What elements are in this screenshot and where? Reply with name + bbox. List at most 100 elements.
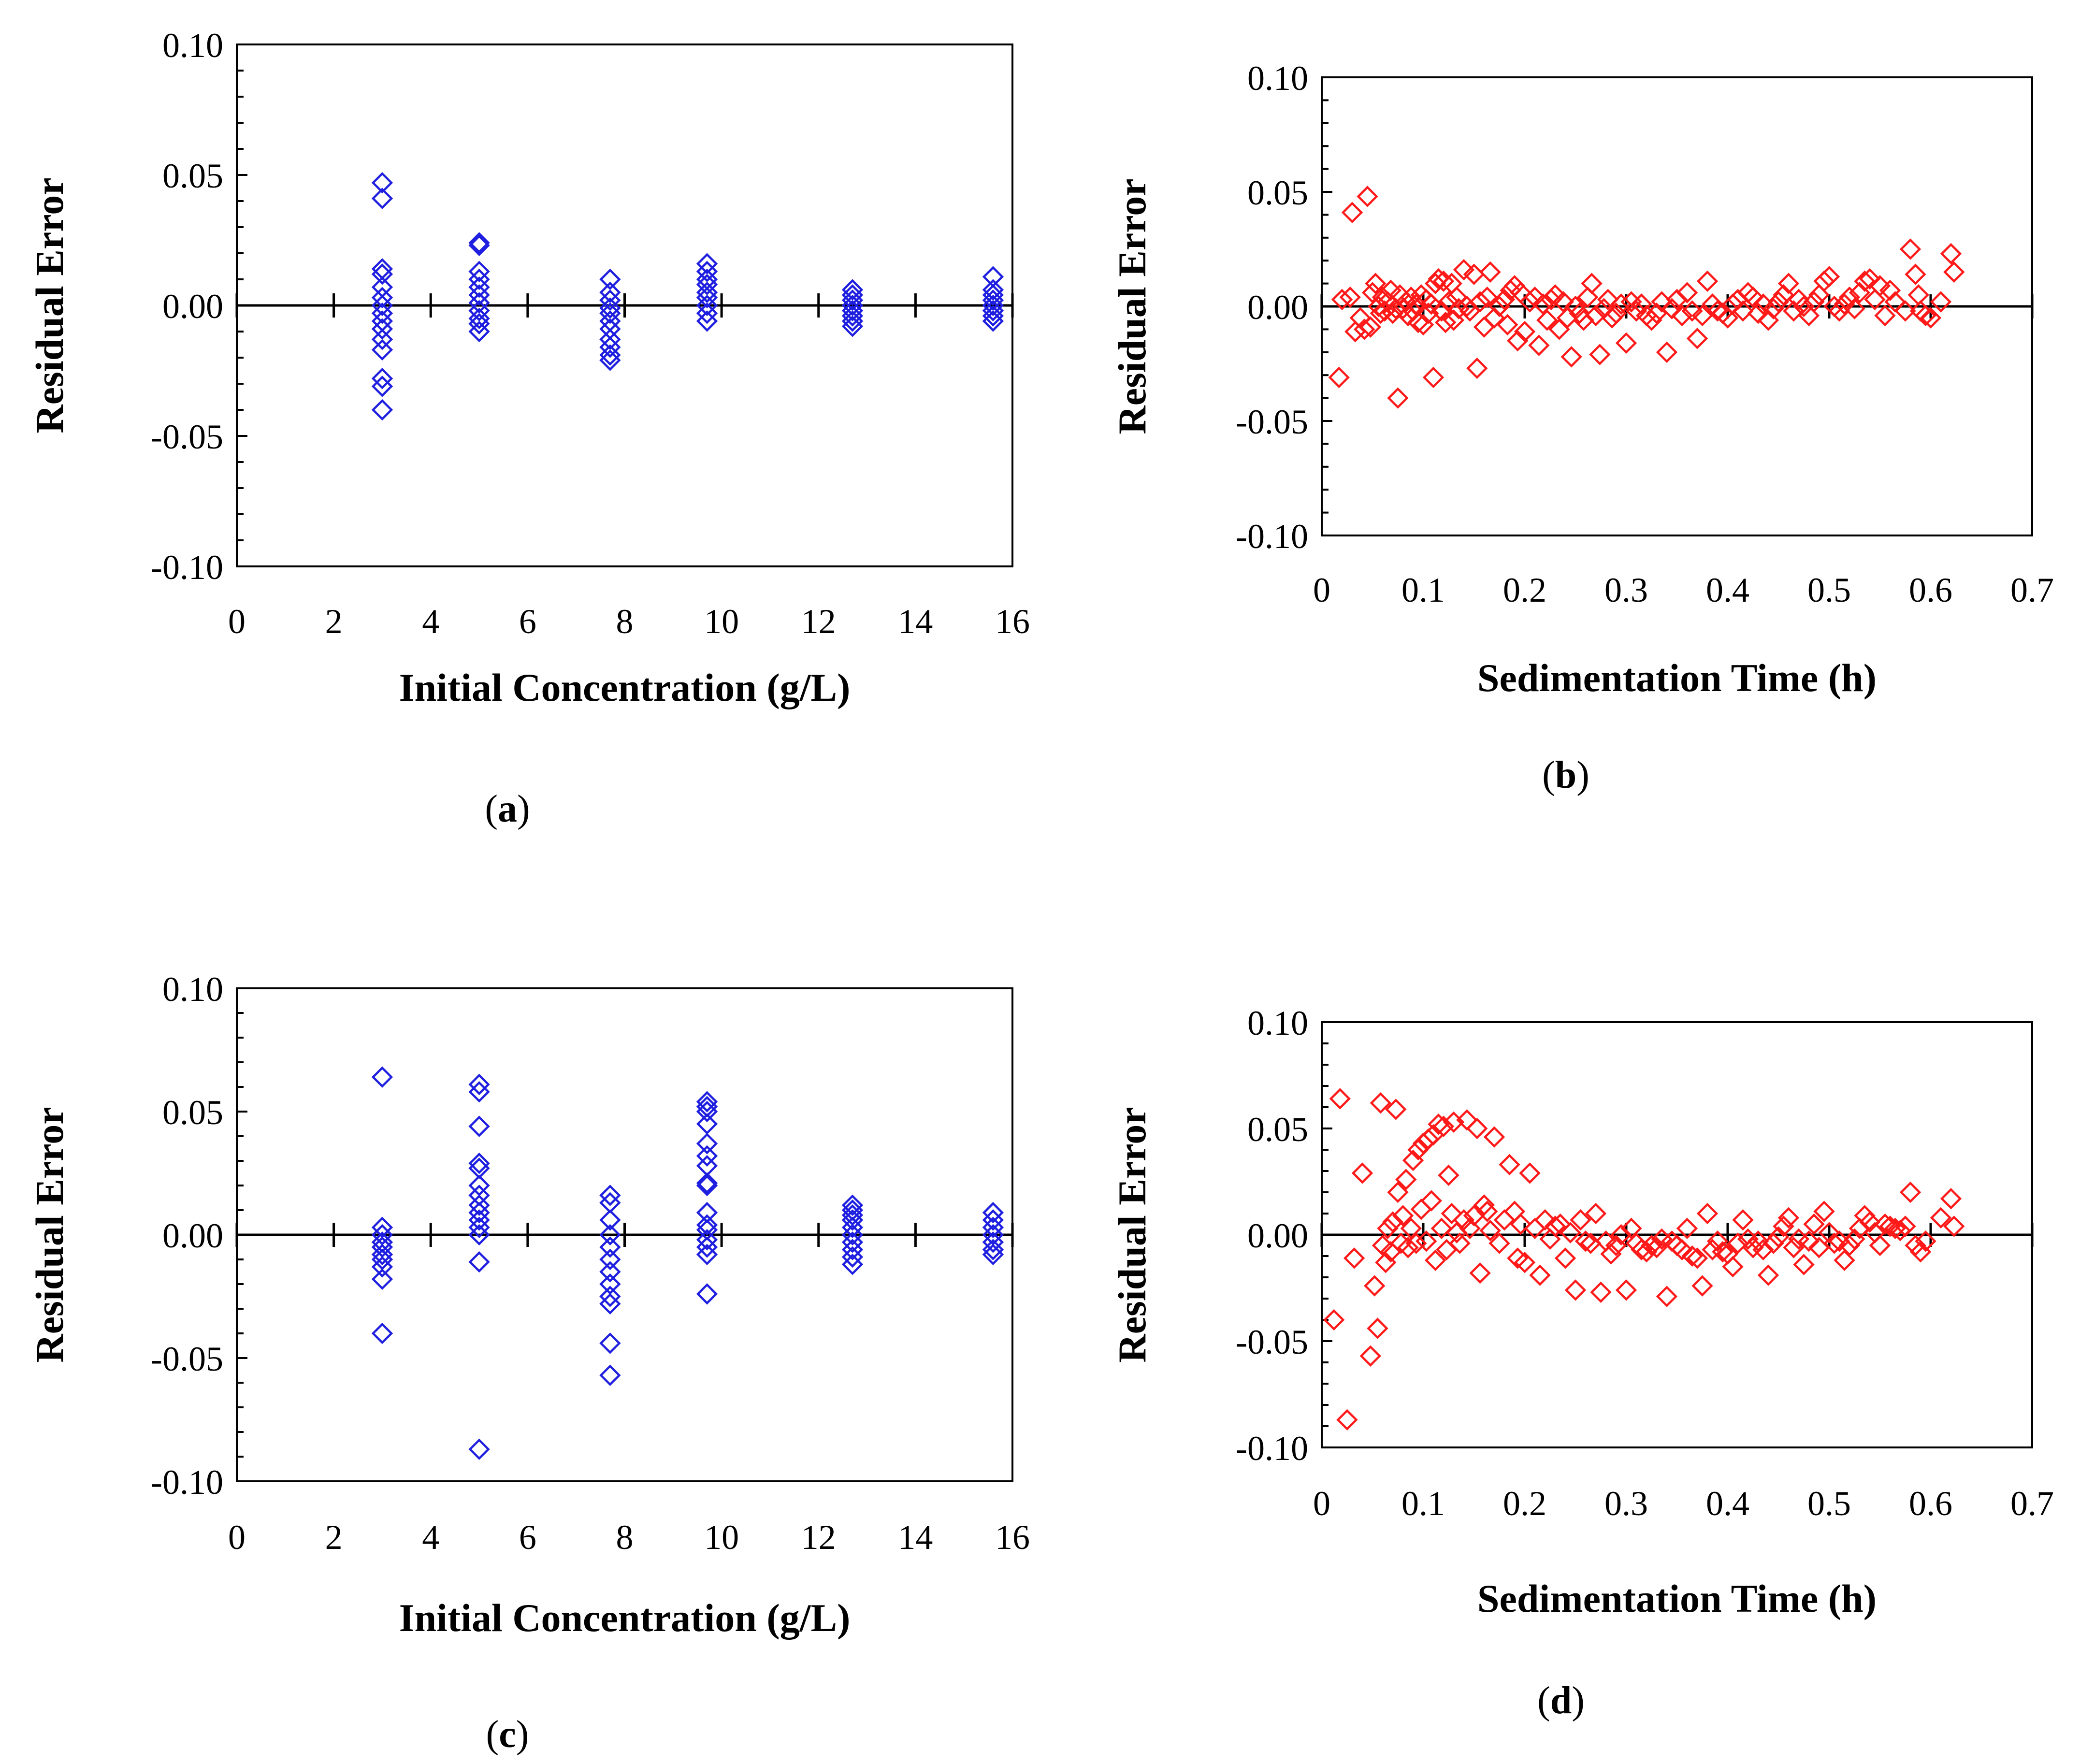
data-point bbox=[371, 376, 393, 397]
data-point bbox=[1560, 346, 1582, 368]
data-point bbox=[1681, 300, 1703, 322]
data-point bbox=[1456, 1109, 1478, 1131]
data-point bbox=[1635, 1241, 1658, 1263]
data-point bbox=[371, 1268, 393, 1290]
data-point bbox=[841, 310, 864, 332]
data-point bbox=[1574, 1230, 1597, 1252]
data-point bbox=[1387, 387, 1409, 409]
data-point bbox=[1762, 1232, 1784, 1254]
data-point bbox=[1405, 1232, 1427, 1254]
data-point bbox=[1601, 307, 1623, 329]
data-point bbox=[1671, 304, 1693, 327]
panel-label: (c) bbox=[486, 1713, 529, 1756]
y-tick-label: 0.05 bbox=[162, 157, 223, 195]
data-point bbox=[1732, 1209, 1754, 1231]
data-point bbox=[599, 297, 621, 319]
data-point bbox=[1536, 309, 1558, 331]
x-tick-label: 0.7 bbox=[2010, 1484, 2054, 1523]
data-point bbox=[371, 329, 393, 350]
data-point bbox=[1838, 1234, 1861, 1257]
data-point bbox=[599, 1332, 621, 1354]
data-point bbox=[1392, 1205, 1414, 1227]
data-point bbox=[1727, 1232, 1749, 1254]
x-tick-label: 6 bbox=[519, 602, 536, 641]
data-point bbox=[468, 1209, 490, 1231]
y-tick-label: 0.05 bbox=[1247, 174, 1308, 212]
data-point bbox=[1879, 279, 1901, 302]
x-tick-label: 12 bbox=[801, 602, 836, 641]
data-point bbox=[696, 260, 718, 282]
data-point bbox=[468, 1194, 490, 1216]
y-tick-label: 0.00 bbox=[162, 287, 223, 326]
data-point bbox=[1656, 1286, 1678, 1307]
x-tick-label: 0 bbox=[228, 1518, 246, 1557]
data-point bbox=[1351, 1162, 1373, 1184]
data-point bbox=[599, 303, 621, 324]
data-point bbox=[982, 1239, 1004, 1260]
data-point bbox=[1615, 1279, 1637, 1301]
data-point bbox=[696, 1174, 718, 1197]
data-point bbox=[1416, 1230, 1437, 1252]
x-tick-label: 0.1 bbox=[1401, 571, 1445, 609]
data-point bbox=[982, 1209, 1004, 1231]
data-point bbox=[1400, 286, 1422, 308]
data-point bbox=[696, 303, 718, 324]
data-point bbox=[1605, 303, 1627, 324]
data-point bbox=[371, 263, 393, 285]
data-point bbox=[1869, 275, 1891, 297]
data-point bbox=[982, 294, 1004, 317]
data-point bbox=[1432, 1115, 1455, 1137]
x-tick-label: 0.4 bbox=[1706, 571, 1749, 609]
y-tick-label: -0.05 bbox=[1236, 403, 1308, 441]
data-point bbox=[371, 172, 393, 194]
data-point bbox=[1869, 1234, 1891, 1257]
data-point bbox=[599, 268, 621, 290]
data-point bbox=[1554, 1247, 1576, 1269]
data-point bbox=[1631, 293, 1652, 315]
x-tick-label: 0.2 bbox=[1503, 1484, 1546, 1523]
data-point bbox=[371, 318, 393, 340]
data-point bbox=[599, 289, 621, 311]
data-point bbox=[982, 1243, 1004, 1265]
data-point bbox=[1641, 309, 1662, 331]
data-point bbox=[1813, 1200, 1835, 1222]
data-point bbox=[1818, 1222, 1840, 1243]
data-point bbox=[1742, 286, 1764, 308]
x-tick-label: 8 bbox=[616, 1518, 634, 1557]
data-point bbox=[1407, 1139, 1429, 1161]
data-point bbox=[982, 289, 1004, 311]
data-point bbox=[599, 344, 621, 366]
data-point bbox=[1864, 289, 1886, 310]
data-point bbox=[841, 1239, 864, 1260]
data-point bbox=[1441, 1202, 1462, 1225]
y-tick-label: -0.10 bbox=[151, 1463, 223, 1502]
panel-label-letter: d bbox=[1550, 1679, 1572, 1722]
data-point bbox=[1625, 300, 1647, 322]
data-point bbox=[841, 294, 864, 317]
data-point bbox=[1747, 1230, 1769, 1252]
data-point bbox=[1894, 1215, 1916, 1237]
data-point bbox=[841, 316, 864, 337]
x-tick-label: 10 bbox=[704, 1518, 739, 1557]
data-point bbox=[1466, 357, 1488, 379]
data-point bbox=[696, 1145, 718, 1167]
y-tick-label: 0.10 bbox=[162, 26, 223, 65]
data-point bbox=[1540, 289, 1562, 310]
data-point bbox=[1849, 1217, 1871, 1239]
y-tick-label: 0.00 bbox=[162, 1216, 223, 1255]
data-point bbox=[1589, 344, 1611, 365]
data-point bbox=[599, 1364, 621, 1386]
data-point bbox=[1329, 1088, 1351, 1110]
data-point bbox=[1453, 1209, 1475, 1231]
data-point bbox=[1357, 186, 1378, 207]
data-point bbox=[696, 274, 718, 295]
data-point bbox=[1844, 298, 1865, 319]
x-tick-label: 0.5 bbox=[1807, 1484, 1851, 1523]
data-point bbox=[1365, 273, 1387, 294]
data-point bbox=[1397, 1237, 1419, 1258]
data-point bbox=[841, 1254, 864, 1275]
data-point bbox=[1874, 304, 1896, 327]
data-point bbox=[1808, 284, 1830, 306]
data-point bbox=[1564, 1279, 1587, 1301]
